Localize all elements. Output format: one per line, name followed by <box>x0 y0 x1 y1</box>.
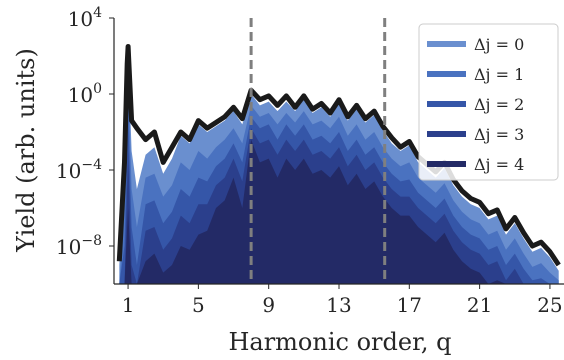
legend-box <box>418 23 559 181</box>
x-tick-label: 25 <box>537 293 562 317</box>
legend-label: Δj = 4 <box>474 155 524 174</box>
x-tick-label: 13 <box>326 293 351 317</box>
x-axis-ticks: 1 5 9 13 17 21 25 <box>122 284 563 317</box>
x-tick-label: 17 <box>397 293 422 317</box>
legend-label: Δj = 3 <box>474 125 524 144</box>
legend: Δj = 0 Δj = 1 Δj = 2 Δj = 3 Δj = 4 <box>418 23 559 181</box>
x-axis-label: Harmonic order, q <box>228 328 451 356</box>
series-areas <box>119 54 559 284</box>
y-axis-label: Yield (arb. units) <box>12 48 40 253</box>
y-tick-label: 100 <box>68 81 102 107</box>
x-tick-label: 21 <box>467 293 492 317</box>
y-axis-ticks: 104 100 10−4 10−8 <box>56 5 114 259</box>
y-tick-label: 10−4 <box>56 157 102 183</box>
y-tick-label: 10−8 <box>56 233 102 259</box>
legend-label: Δj = 0 <box>474 35 524 54</box>
legend-label: Δj = 2 <box>474 95 524 114</box>
x-tick-label: 5 <box>192 293 205 317</box>
total-yield-envelope <box>116 44 561 267</box>
y-tick-label: 104 <box>68 5 102 31</box>
legend-label: Δj = 1 <box>474 65 524 84</box>
area-series-4 <box>119 139 559 284</box>
reference-vlines <box>249 18 387 284</box>
x-tick-label: 9 <box>262 293 275 317</box>
envelope-line <box>116 44 561 267</box>
x-tick-label: 1 <box>122 293 135 317</box>
